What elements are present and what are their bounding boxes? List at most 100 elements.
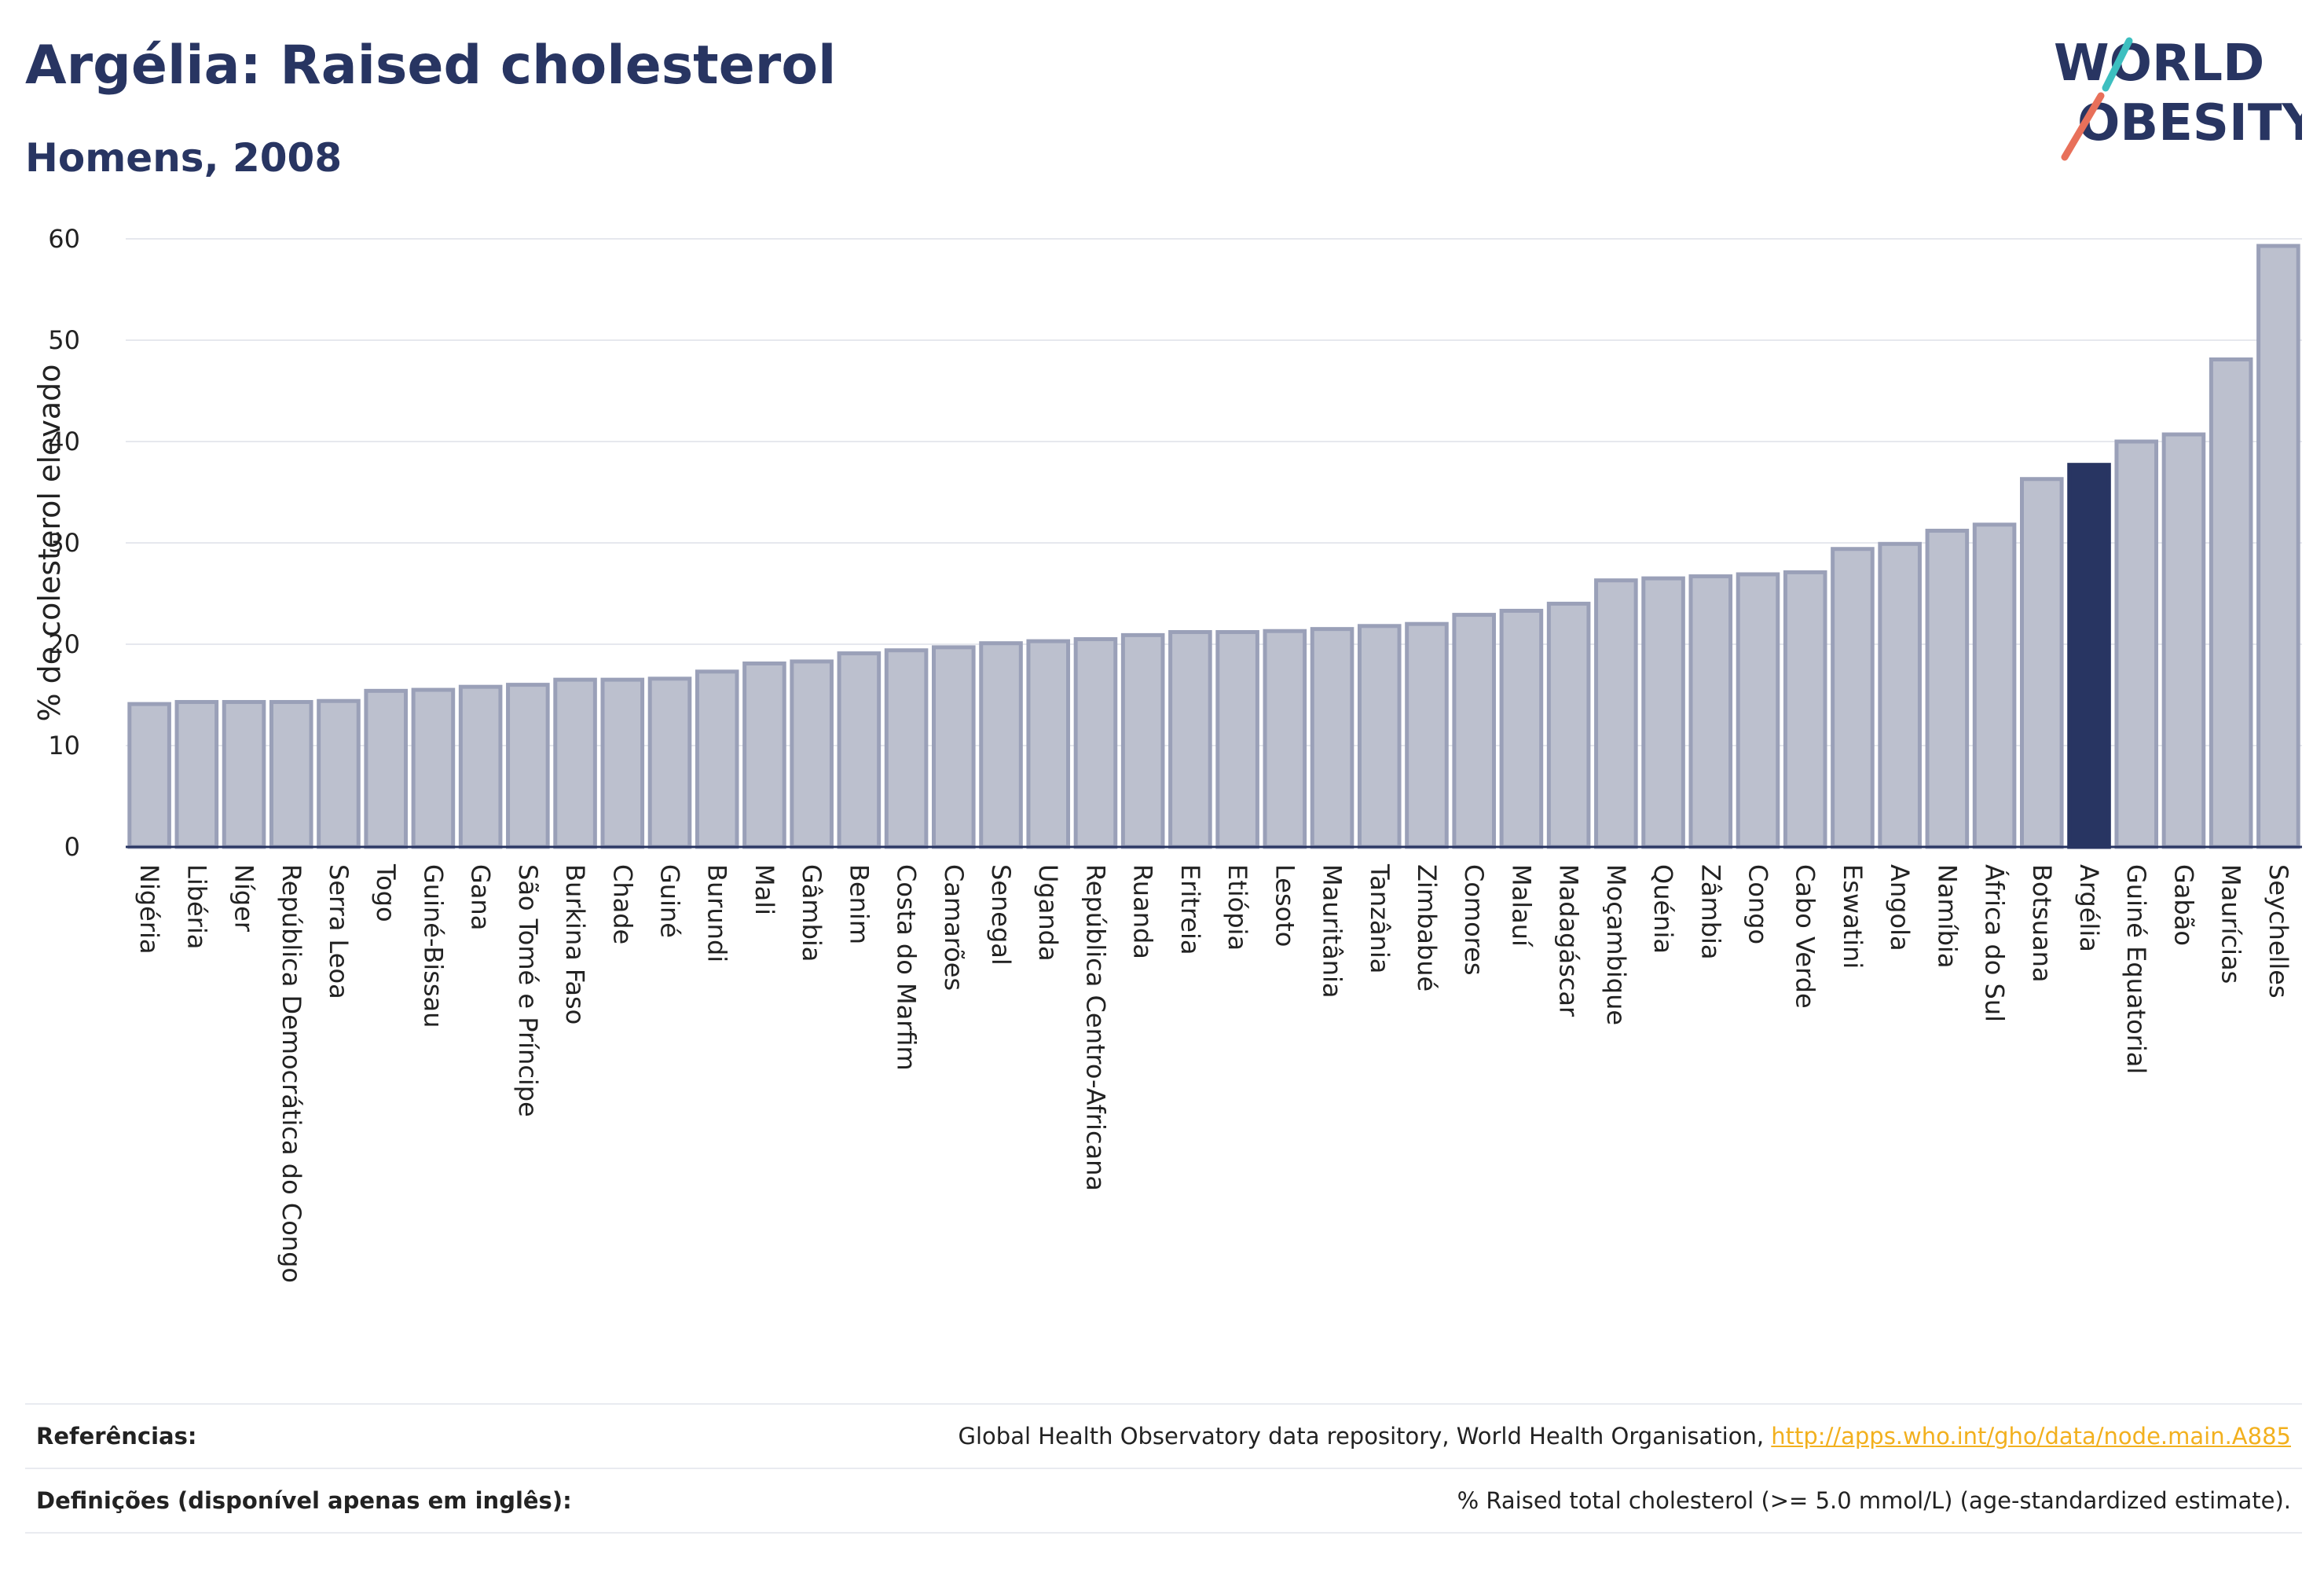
x-tick-label: Benim xyxy=(844,864,874,944)
x-tick-label: Guiné Equatorial xyxy=(2121,864,2151,1074)
x-tick-label: Argélia xyxy=(2074,864,2104,952)
bar[interactable] xyxy=(2161,432,2206,849)
bar[interactable] xyxy=(1263,629,1307,849)
x-tick-label: Comores xyxy=(1459,864,1489,975)
bar[interactable] xyxy=(317,698,361,849)
x-tick-label: Burundi xyxy=(702,864,732,962)
bar[interactable] xyxy=(1594,578,1638,849)
bar[interactable] xyxy=(1499,608,1544,849)
bar[interactable] xyxy=(600,677,645,849)
x-tick-label: Gâmbia xyxy=(797,864,827,962)
x-axis-ticks: Nigéria Libéria Níger República Democrática… xyxy=(134,863,2293,1283)
y-tick-label: 20 xyxy=(48,629,80,659)
x-tick-label: Etiópia xyxy=(1222,864,1252,951)
bar[interactable] xyxy=(2114,439,2159,849)
bar[interactable] xyxy=(222,700,266,849)
x-tick-label: Libéria xyxy=(181,864,211,949)
x-tick-label: Mali xyxy=(750,864,779,915)
y-axis-title: % de colesterol elevado xyxy=(32,364,67,721)
bar[interactable] xyxy=(2209,357,2253,849)
bar[interactable] xyxy=(127,702,171,849)
y-axis-ticks: 0 10 20 30 40 50 60 xyxy=(48,224,80,862)
x-tick-label: Burkina Faso xyxy=(560,864,590,1024)
bar[interactable] xyxy=(458,684,503,849)
bar[interactable] xyxy=(1783,570,1827,849)
bar[interactable] xyxy=(2020,477,2064,849)
bar[interactable] xyxy=(2256,244,2300,849)
x-tick-label: Camarões xyxy=(939,864,969,991)
x-tick-label: Ruanda xyxy=(1128,864,1158,959)
bar[interactable] xyxy=(1831,547,1875,849)
bar[interactable] xyxy=(411,687,456,849)
bar-highlighted[interactable] xyxy=(2067,463,2111,849)
x-tick-label: Eswatini xyxy=(1838,864,1868,969)
x-tick-label: Madagáscar xyxy=(1554,864,1584,1017)
bar[interactable] xyxy=(1641,576,1685,849)
x-tick-label: Quénia xyxy=(1648,864,1678,954)
bar[interactable] xyxy=(553,677,597,849)
bar[interactable] xyxy=(790,659,834,849)
references-link[interactable]: http://apps.who.int/gho/data/node.main.A… xyxy=(1771,1423,2291,1450)
x-tick-label: Maurícias xyxy=(2216,864,2246,984)
bar[interactable] xyxy=(1546,601,1591,849)
bar[interactable] xyxy=(506,683,550,849)
definitions-label: Definições (disponível apenas em inglês)… xyxy=(36,1487,572,1514)
x-tick-label: África do Sul xyxy=(1980,864,2010,1022)
bar[interactable] xyxy=(932,645,976,849)
x-tick-label: Níger xyxy=(229,864,259,933)
bar[interactable] xyxy=(884,648,929,849)
bar[interactable] xyxy=(1073,637,1118,849)
bar[interactable] xyxy=(695,669,739,849)
chart-title: Argélia: Raised cholesterol xyxy=(25,35,837,97)
svg-text:WORLD: WORLD xyxy=(2054,35,2264,93)
references-row: Referências: Global Health Observatory d… xyxy=(25,1403,2302,1468)
references-text: Global Health Observatory data repositor… xyxy=(958,1423,1772,1450)
y-tick-label: 30 xyxy=(48,528,80,558)
x-tick-label: Senegal xyxy=(986,864,1016,966)
bar[interactable] xyxy=(1688,574,1733,849)
x-tick-label: Chade xyxy=(607,864,637,944)
x-tick-label: Tanzânia xyxy=(1365,863,1395,973)
bar[interactable] xyxy=(979,641,1023,849)
chart-subtitle: Homens, 2008 xyxy=(25,135,343,181)
bar[interactable] xyxy=(1215,630,1259,849)
bar[interactable] xyxy=(742,662,786,849)
bar[interactable] xyxy=(1357,624,1402,849)
bar[interactable] xyxy=(1026,639,1071,849)
bar[interactable] xyxy=(1972,522,2017,849)
x-tick-label: Nigéria xyxy=(134,864,164,954)
bar[interactable] xyxy=(364,688,408,849)
y-tick-label: 50 xyxy=(48,325,80,355)
bar[interactable] xyxy=(1452,613,1496,849)
bar[interactable] xyxy=(837,651,882,849)
x-tick-label: Costa do Marfim xyxy=(892,864,922,1071)
bar[interactable] xyxy=(647,676,692,849)
bar[interactable] xyxy=(174,700,219,849)
x-tick-label: República Democrática do Congo xyxy=(277,864,306,1283)
x-tick-label: Serra Leoa xyxy=(324,864,354,999)
bar[interactable] xyxy=(1925,529,1970,849)
bar[interactable] xyxy=(1405,621,1449,849)
x-tick-label: Guiné-Bissau xyxy=(418,864,448,1028)
bar[interactable] xyxy=(1310,627,1354,849)
bar[interactable] xyxy=(1736,572,1780,849)
x-tick-label: Lesoto xyxy=(1270,864,1299,947)
x-tick-label: São Tomé e Príncipe xyxy=(513,864,543,1117)
x-tick-label: Guiné xyxy=(655,864,685,938)
x-tick-label: Eritreia xyxy=(1175,864,1205,955)
bar[interactable] xyxy=(269,700,313,849)
x-tick-label: Malauí xyxy=(1506,864,1536,947)
svg-text:OBESITY: OBESITY xyxy=(2077,94,2302,152)
bar[interactable] xyxy=(1120,632,1165,849)
x-tick-label: Botsuana xyxy=(2027,864,2057,983)
bar[interactable] xyxy=(1168,630,1212,849)
x-tick-label: Namíbia xyxy=(1932,864,1962,968)
references-source: Global Health Observatory data repositor… xyxy=(959,1423,2291,1450)
y-tick-label: 60 xyxy=(48,224,80,254)
y-tick-label: 10 xyxy=(48,731,80,761)
bar[interactable] xyxy=(1878,541,1922,849)
x-tick-label: Zimbabué xyxy=(1412,864,1442,991)
x-tick-label: Togo xyxy=(371,863,401,922)
world-obesity-logo: WORLD OBESITY xyxy=(2054,35,2302,161)
definitions-row: Definições (disponível apenas em inglês)… xyxy=(25,1468,2302,1534)
